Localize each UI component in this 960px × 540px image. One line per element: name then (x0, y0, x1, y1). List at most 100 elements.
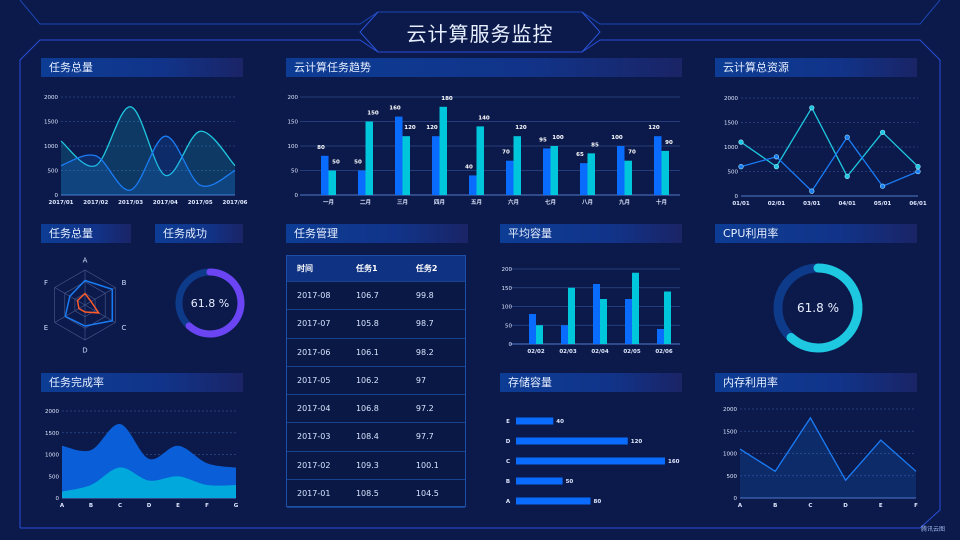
y-tick-label: 200 (288, 95, 299, 101)
table-cell: 2017-08 (297, 291, 331, 300)
bar (561, 325, 568, 344)
gauge-progress (185, 268, 245, 338)
y-tick-label: 2000 (45, 409, 59, 415)
x-tick-label: 四月 (434, 198, 445, 206)
bar (516, 497, 591, 505)
data-label: 95 (539, 137, 547, 143)
panel-title-avg-capacity: 平均容量 (500, 224, 682, 243)
table-cell: 2017-05 (297, 375, 331, 385)
bar (657, 329, 664, 344)
bar (580, 163, 588, 195)
data-point (809, 188, 815, 194)
y-tick-label: 1500 (45, 431, 59, 437)
x-tick-label: E (176, 503, 180, 509)
data-label: 160 (389, 106, 401, 112)
x-tick-label: 2017/05 (188, 200, 213, 206)
bar (661, 150, 669, 195)
table-row: 2017-08 106.7 99.8 (287, 282, 465, 311)
y-tick-label: 1000 (724, 145, 738, 151)
radar-axis (84, 287, 116, 306)
x-tick-label: A (60, 503, 65, 509)
column-header: 时间 (297, 264, 313, 273)
x-tick-label: 十月 (656, 198, 667, 206)
y-tick-label: 1500 (723, 429, 737, 435)
x-tick-label: F (914, 503, 918, 509)
table-cell: 97.2 (415, 404, 434, 413)
table-cell: 106.2 (355, 375, 379, 385)
area-fill (740, 417, 916, 498)
x-tick-label: 03/01 (803, 201, 820, 207)
y-tick-label: C (506, 459, 510, 465)
data-label: 120 (631, 439, 643, 445)
y-tick-label: E (506, 419, 510, 425)
table-header: 时间 任务1 任务2 (287, 256, 465, 282)
x-tick-label: 02/02 (527, 349, 544, 355)
y-tick-label: 1500 (724, 121, 738, 127)
y-tick-label: B (506, 479, 510, 485)
radar-axis (54, 304, 86, 323)
data-label: 50 (332, 160, 340, 166)
x-tick-label: 05/01 (874, 201, 891, 207)
data-label: 120 (648, 125, 660, 131)
data-label: 85 (591, 142, 599, 148)
bar (402, 136, 410, 195)
x-tick-label: D (843, 503, 848, 509)
y-tick-label: 0 (734, 496, 738, 502)
table-cell: 106.1 (355, 347, 379, 357)
table-cell: 97 (415, 375, 427, 385)
panel-title-cloud-resource: 云计算总资源 (715, 58, 917, 77)
table-row: 2017-01 108.5 104.5 (287, 480, 465, 508)
y-tick-label: 150 (288, 120, 299, 126)
x-tick-label: 06/01 (909, 201, 926, 207)
data-label: 120 (515, 125, 527, 131)
data-point (879, 183, 886, 189)
table-cell: 2017-07 (297, 319, 331, 329)
y-tick-label: 2000 (723, 407, 737, 413)
radar-indicator-label: B (122, 279, 127, 287)
radar-indicator-label: C (122, 324, 127, 332)
y-tick-label: 1000 (723, 452, 737, 458)
x-tick-label: B (89, 503, 93, 509)
column-header: 任务1 (355, 264, 378, 273)
bar (476, 126, 484, 195)
table-cell: 104.5 (415, 488, 439, 498)
panel-title-storage: 存储容量 (500, 373, 682, 392)
radar-series (64, 279, 114, 327)
data-point (773, 154, 780, 160)
gauge-progress (786, 263, 863, 353)
panel-title-cpu-usage: CPU利用率 (715, 224, 917, 243)
panel-title-task-manage: 任务管理 (286, 224, 468, 243)
y-tick-label: 0 (295, 193, 299, 199)
x-tick-label: A (738, 503, 743, 509)
table-row: 2017-05 106.2 97 (287, 367, 465, 395)
x-tick-label: 七月 (545, 198, 556, 206)
series-line (60, 106, 236, 177)
data-point (844, 173, 850, 179)
data-point (844, 134, 850, 140)
y-tick-label: 100 (502, 305, 513, 311)
y-tick-label: A (506, 499, 511, 505)
x-tick-label: 一月 (323, 198, 334, 206)
x-tick-label: D (147, 503, 152, 509)
radar-series (76, 292, 101, 314)
x-tick-label: G (234, 503, 239, 509)
bar (624, 160, 632, 195)
bar (632, 272, 639, 344)
data-label: 120 (404, 125, 416, 131)
data-point (879, 129, 886, 135)
bar (516, 417, 554, 425)
data-label: 70 (628, 150, 636, 156)
bar (550, 146, 558, 195)
x-tick-label: 01/01 (732, 201, 749, 207)
panel-title-memory: 内存利用率 (715, 373, 917, 392)
x-tick-label: 02/06 (655, 349, 672, 355)
y-tick-label: 500 (728, 170, 739, 176)
x-tick-label: 六月 (508, 198, 519, 206)
table-cell: 100.1 (415, 460, 439, 470)
x-tick-label: 五月 (471, 198, 482, 206)
table-cell: 2017-04 (297, 404, 331, 413)
radar-indicator-label: E (44, 324, 48, 332)
series-line (740, 106, 919, 178)
x-tick-label: 三月 (397, 198, 408, 206)
